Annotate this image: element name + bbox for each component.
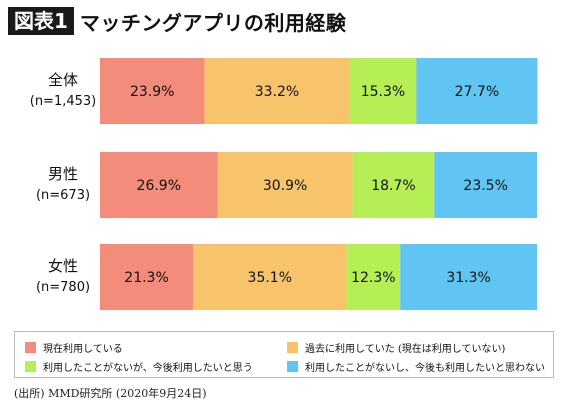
category-sample-size: (n=780) <box>36 280 90 295</box>
legend-swatch-past <box>287 342 298 353</box>
category-sample-size: (n=673) <box>36 188 90 203</box>
bar-segment <box>193 244 347 310</box>
legend-item-past: 過去に利用していた (現在は利用していない) <box>287 340 505 355</box>
source-note: (出所) MMD研究所 (2020年9月24日) <box>14 387 207 400</box>
data-label: 30.9% <box>263 178 307 194</box>
stacked-bar-chart: 全体 (n=1,453) 23.9% 33.2% 15.3% 27.7% 男性 (n=673)… <box>30 58 538 310</box>
legend-swatch-never-not-want <box>287 361 298 372</box>
legend-label-never-not-want: 利用したことがないし、今後も利用したいと思わない <box>305 363 545 374</box>
bar-segment <box>400 244 537 310</box>
figure-label: 図表1 <box>8 7 74 35</box>
bar-segment <box>416 58 538 124</box>
bar-segment <box>352 152 435 218</box>
data-label: 23.9% <box>130 84 174 100</box>
data-label: 33.2% <box>255 84 299 100</box>
bar-segment <box>346 244 401 310</box>
legend-item-never-want: 利用したことがないが、今後利用したいと思う <box>25 359 253 374</box>
data-label: 31.3% <box>446 270 490 286</box>
chart-title: マッチングアプリの利用経験 <box>79 10 347 35</box>
category-sample-size: (n=1,453) <box>30 94 97 109</box>
bar-segment <box>217 152 353 218</box>
data-label: 26.9% <box>137 178 181 194</box>
legend-label-current: 現在利用している <box>43 344 123 355</box>
bar-segment <box>434 152 537 218</box>
legend-label-past: 過去に利用していた (現在は利用していない) <box>305 344 506 355</box>
data-label: 15.3% <box>361 84 405 100</box>
legend-item-never-not-want: 利用したことがないし、今後も利用したいと思わない <box>287 359 545 374</box>
bar-segment <box>204 58 350 124</box>
data-label: 18.7% <box>371 178 415 194</box>
data-label: 27.7% <box>455 84 499 100</box>
category-label: 男性 <box>48 165 78 183</box>
legend-swatch-never-want <box>25 361 36 372</box>
chart-legend: 現在利用している 過去に利用していた (現在は利用していない) 利用したことがな… <box>14 331 554 378</box>
data-label: 35.1% <box>248 270 292 286</box>
data-label: 12.3% <box>351 270 395 286</box>
legend-swatch-current <box>25 342 36 353</box>
data-label: 21.3% <box>124 270 168 286</box>
data-label: 23.5% <box>463 178 507 194</box>
bar-segment <box>100 152 218 218</box>
bar-segment <box>100 58 205 124</box>
bar-segment <box>349 58 417 124</box>
legend-label-never-want: 利用したことがないが、今後利用したいと思う <box>43 363 253 374</box>
chart-title-row: 図表1 マッチングアプリの利用経験 <box>8 6 346 36</box>
legend-item-current: 現在利用している <box>25 340 123 355</box>
category-label: 女性 <box>48 257 78 275</box>
bar-segment <box>100 244 194 310</box>
category-label: 全体 <box>48 71 78 89</box>
